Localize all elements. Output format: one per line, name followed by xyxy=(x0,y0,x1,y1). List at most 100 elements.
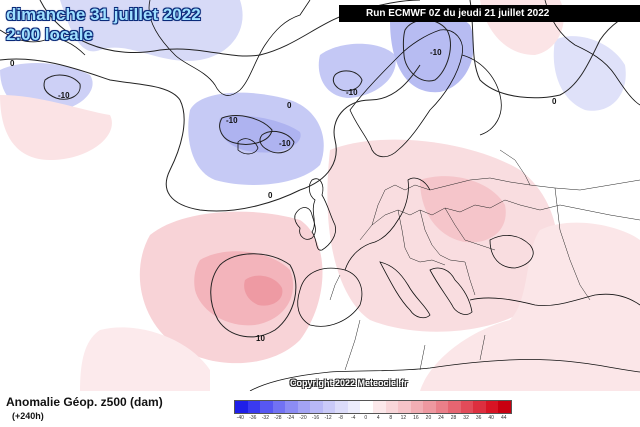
contour-label-scandinavia-neg10: -10 xyxy=(430,48,442,57)
legend-swatch xyxy=(260,401,273,413)
legend-swatch xyxy=(335,401,348,413)
contour-labels: 0 -10 -10 -10 -10 -10 0 0 0 10 xyxy=(10,48,557,343)
legend-tick-label: 40 xyxy=(488,415,494,421)
negative-area-norwegian-sea xyxy=(318,43,396,98)
coast-canada xyxy=(0,29,86,56)
coast-russia-north xyxy=(544,0,640,106)
coast-finland xyxy=(461,54,502,136)
border-line-9 xyxy=(554,187,591,301)
color-scale-legend xyxy=(234,400,512,414)
coast-balkans xyxy=(429,267,473,315)
positive-area-central-europe xyxy=(327,139,558,332)
anomaly-map: 0 -10 -10 -10 -10 -10 0 0 0 10 xyxy=(0,0,640,391)
contour-label-north-atlantic-0: 0 xyxy=(268,191,273,200)
positive-area-iberia-mid xyxy=(194,251,294,326)
negative-area-greenland xyxy=(60,0,243,61)
contour-label-mid-atlantic-0: 0 xyxy=(287,101,292,110)
border-line-11 xyxy=(329,274,341,301)
negative-area-russia xyxy=(553,36,626,111)
legend-tick-label: -36 xyxy=(249,415,257,421)
legend-tick-label: -12 xyxy=(324,415,332,421)
legend-swatch xyxy=(385,401,399,413)
legend-tick-label: 36 xyxy=(475,415,482,421)
legend-swatch xyxy=(347,401,361,413)
contour-pos10-iberia xyxy=(210,253,297,338)
positive-area-iberia-core xyxy=(244,275,283,306)
positive-area-west xyxy=(0,95,112,160)
coast-france xyxy=(344,177,431,271)
contour-neg10-atlantic-b xyxy=(259,131,295,154)
legend-tick-label: -40 xyxy=(236,415,244,421)
border-line-12 xyxy=(344,319,486,371)
contour-neg10-atlantic-a xyxy=(219,115,273,145)
coast-black-sea xyxy=(489,235,534,269)
contour-label-atlantic-west-neg10: -10 xyxy=(58,91,70,100)
legend-tick-label: 4 xyxy=(376,415,380,421)
legend-swatch xyxy=(272,401,286,413)
legend-swatch xyxy=(410,401,424,413)
border-line-8 xyxy=(499,149,531,186)
map-title: Anomalie Géop. z500 (dam) xyxy=(6,395,163,409)
coast-iceland xyxy=(237,138,259,155)
legend-swatch xyxy=(322,401,336,413)
contour-zero-russia xyxy=(469,0,640,99)
legend-swatch xyxy=(423,401,436,413)
coast-italy xyxy=(379,261,431,319)
forecast-date: dimanche 31 juillet 2022 xyxy=(6,5,201,24)
copyright-notice: Copyright 2022 Meteociel.fr xyxy=(290,378,408,388)
footer-bar: Anomalie Géop. z500 (dam) (+240h) -40 -36… xyxy=(0,391,640,427)
coast-ireland xyxy=(294,207,316,240)
legend-tick-label: 28 xyxy=(450,415,457,421)
border-line-7 xyxy=(489,199,640,221)
legend-tick-label: 32 xyxy=(463,415,469,421)
contour-neg10-west-atlantic xyxy=(43,74,81,100)
contour-zero-atlantic xyxy=(0,58,301,212)
border-line-2 xyxy=(371,184,431,226)
legend-swatch xyxy=(448,401,461,413)
legend-swatch xyxy=(460,401,474,413)
model-run-banner: Run ECMWF 0Z du jeudi 21 juillet 2022 xyxy=(339,5,640,22)
legend-swatch xyxy=(498,401,512,413)
legend-swatch xyxy=(435,401,449,413)
lead-time: (+240h) xyxy=(12,411,44,421)
legend-swatch xyxy=(373,401,386,413)
color-scale-labels: -40 -36 -32 -28 -24 -20 -16 -12 -8 -4 0 4 8 12 16 20 24 2… xyxy=(234,415,510,425)
coast-britain xyxy=(308,178,337,251)
coastlines xyxy=(0,0,640,391)
contour-label-russia-0: 0 xyxy=(552,97,557,106)
border-line-4 xyxy=(419,209,466,263)
coast-iberia xyxy=(297,267,363,327)
legend-tick-label: 8 xyxy=(389,415,393,421)
legend-tick-label: -32 xyxy=(261,415,269,421)
coast-greenland xyxy=(148,0,311,96)
contour-label-atlantic-low-neg10a: -10 xyxy=(226,116,238,125)
negative-area-atlantic-core xyxy=(219,115,301,153)
legend-tick-label: -16 xyxy=(311,415,320,421)
legend-tick-label: -20 xyxy=(299,415,307,421)
legend-swatch xyxy=(310,401,323,413)
legend-tick-label: -4 xyxy=(350,415,356,421)
forecast-local-time: 2:00 locale xyxy=(6,25,93,44)
contour-label-norwegian-sea-neg10: -10 xyxy=(346,88,358,97)
contour-zero-norwegian xyxy=(299,64,421,191)
legend-swatch xyxy=(285,401,298,413)
contour-label-atlantic-low-neg10b: -10 xyxy=(279,139,291,148)
positive-area-southeast xyxy=(420,222,640,391)
legend-swatch xyxy=(235,401,248,413)
coast-scandinavia xyxy=(349,29,463,158)
legend-swatch xyxy=(485,401,499,413)
legend-tick-label: 16 xyxy=(413,415,419,421)
legend-tick-label: 12 xyxy=(400,415,407,421)
border-line-6 xyxy=(429,177,640,191)
legend-tick-label: -8 xyxy=(338,415,343,421)
border-line-3 xyxy=(397,209,446,266)
legend-swatch xyxy=(398,401,411,413)
positive-anomaly-areas xyxy=(0,0,640,391)
contour-label-iberia-10: 10 xyxy=(256,334,265,343)
legend-tick-label: -28 xyxy=(274,415,282,421)
legend-swatch xyxy=(247,401,261,413)
contour-label-greenland-0: 0 xyxy=(10,59,15,68)
legend-tick-label: 20 xyxy=(425,415,432,421)
coast-north-africa xyxy=(249,359,640,391)
